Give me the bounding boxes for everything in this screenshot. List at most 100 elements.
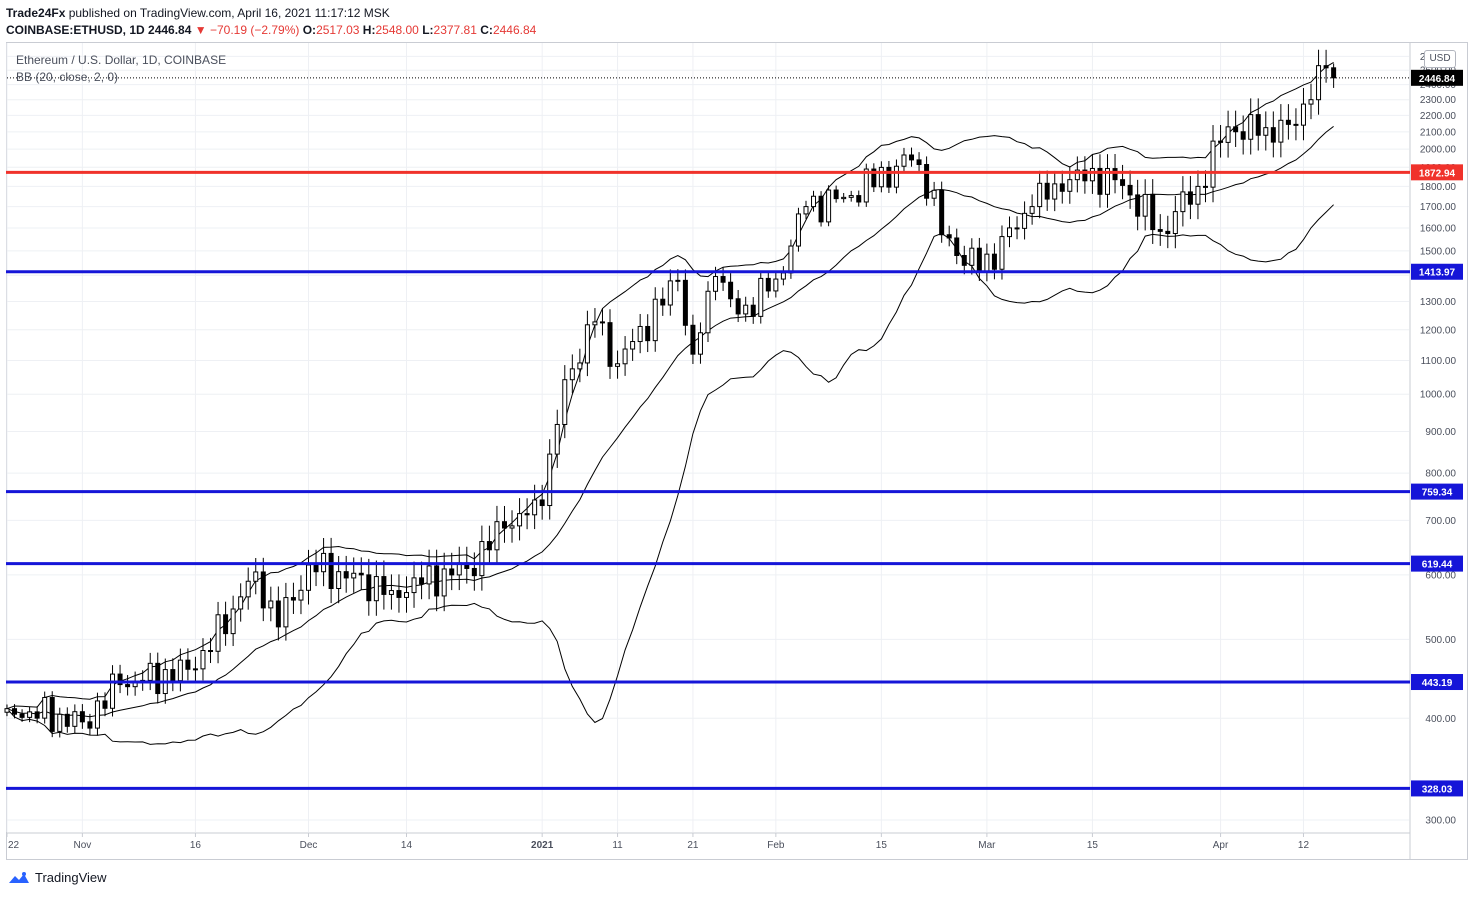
close-value: 2446.84: [492, 23, 537, 37]
time-tick-label: 22: [8, 840, 20, 851]
candle-body: [667, 280, 673, 306]
currency-badge[interactable]: USD: [1424, 50, 1456, 68]
candle-body: [939, 189, 945, 236]
low-value: 2377.81: [433, 23, 477, 37]
level-price-tag: [1411, 555, 1463, 572]
price-tick-label: 1700.00: [1420, 202, 1457, 213]
candle-body: [1097, 167, 1103, 195]
level-price-tag: [1411, 164, 1463, 181]
candle-body: [434, 565, 440, 597]
candle-body: [396, 590, 402, 598]
candle-body: [1135, 194, 1141, 217]
candle-body: [1157, 229, 1163, 232]
candle-body: [969, 247, 975, 266]
candle-body: [79, 711, 85, 723]
candle-body: [366, 574, 372, 602]
candle-body: [743, 304, 749, 315]
candle-body: [750, 304, 756, 317]
footer: TradingView: [8, 870, 107, 885]
level-price-label: 759.34: [1422, 488, 1453, 499]
candle-body: [373, 576, 379, 602]
legend-indicator[interactable]: BB (20, close, 2, 0): [16, 70, 119, 84]
candle-body: [871, 168, 877, 188]
candle-body: [343, 571, 349, 579]
candle-body: [230, 608, 236, 635]
candle-body: [290, 597, 296, 601]
chart-header: Trade24Fx published on TradingView.com, …: [6, 5, 536, 39]
candle-body: [501, 521, 507, 529]
author-name[interactable]: Trade24Fx: [6, 6, 66, 20]
candle-body: [238, 596, 244, 610]
price-tick-label: 700.00: [1425, 516, 1456, 527]
price-tick-label: 1800.00: [1420, 182, 1457, 193]
time-tick-label: Feb: [767, 840, 785, 851]
price-tick-label: 1000.00: [1420, 390, 1457, 401]
candle-body: [758, 277, 764, 317]
candle-body: [283, 597, 289, 628]
candle-body: [1052, 183, 1058, 200]
time-tick-label: Nov: [73, 840, 91, 851]
candle-body: [268, 600, 274, 609]
candle-body: [682, 279, 688, 326]
candle-body: [449, 568, 455, 576]
time-tick-label: 16: [190, 840, 202, 851]
candle-body: [125, 684, 131, 688]
candle-body: [117, 673, 123, 686]
candle-body: [690, 324, 696, 355]
time-tick-label: Dec: [300, 840, 318, 851]
ohlc-line: COINBASE:ETHUSD, 1D 2446.84 ▼ −70.19 (−2…: [6, 22, 536, 39]
candle-body: [1285, 119, 1291, 125]
candle-body: [1316, 65, 1322, 101]
publish-line: Trade24Fx published on TradingView.com, …: [6, 5, 536, 22]
time-tick-label: 15: [1087, 840, 1099, 851]
candle-body: [1074, 169, 1080, 181]
candle-body: [1014, 227, 1020, 230]
candle-body: [645, 325, 651, 342]
candle-body: [155, 662, 161, 695]
candle-body: [260, 571, 266, 609]
candle-body: [403, 592, 409, 598]
candle-body: [773, 278, 779, 292]
candle-body: [185, 659, 191, 670]
candle-body: [208, 650, 214, 653]
candle-body: [245, 580, 251, 598]
candle-body: [584, 324, 590, 364]
candle-body: [147, 662, 153, 681]
level-price-tag: [1411, 263, 1463, 280]
candle-body: [486, 541, 492, 551]
candle-body: [1331, 67, 1337, 79]
candle-body: [660, 298, 666, 306]
candle-body: [569, 368, 575, 381]
level-price-tag: [1411, 674, 1463, 691]
candle-body: [984, 253, 990, 272]
candle-body: [863, 168, 869, 203]
price-change: ▼ −70.19 (−2.79%): [194, 23, 300, 37]
candle-body: [1089, 167, 1095, 182]
candle-body: [577, 362, 583, 370]
candle-body: [192, 668, 198, 671]
candle-body: [57, 713, 63, 732]
candle-body: [1195, 185, 1201, 205]
candle-body: [901, 154, 907, 167]
candle-body: [878, 166, 884, 188]
candle-body: [1172, 211, 1178, 235]
candle-body: [599, 321, 605, 324]
candle-body: [336, 571, 342, 590]
bollinger-upper-band: [6, 61, 1334, 710]
candle-body: [1263, 127, 1269, 136]
footer-brand[interactable]: TradingView: [35, 870, 107, 885]
candle-body: [1007, 227, 1013, 238]
candle-body: [177, 659, 183, 682]
candle-body: [19, 713, 25, 718]
time-tick-label: 14: [401, 840, 413, 851]
candle-body: [223, 614, 229, 635]
candle-body: [1150, 193, 1156, 231]
last-price-tag: [1411, 69, 1463, 86]
candle-body: [1278, 119, 1284, 143]
candle-body: [946, 234, 952, 239]
candle-body: [780, 272, 786, 280]
candle-body: [1029, 206, 1035, 214]
candle-body: [419, 577, 425, 585]
price-tick-label: 2200.00: [1420, 111, 1457, 122]
